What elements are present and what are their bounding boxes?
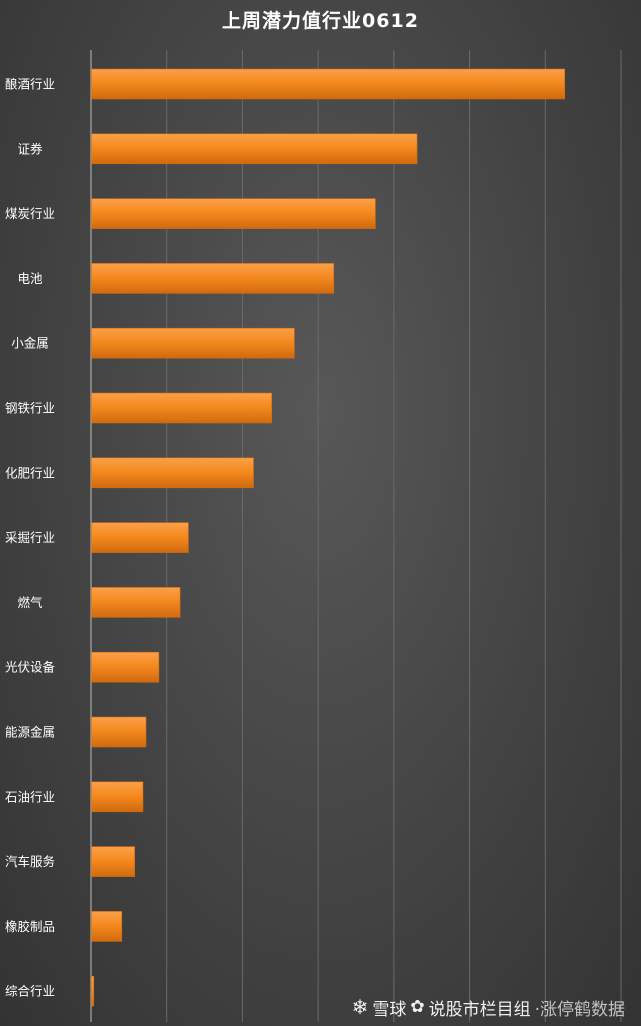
category-label: 酿酒行业: [5, 77, 55, 92]
category-label: 橡胶制品: [5, 919, 55, 934]
category-label: 证券: [17, 141, 43, 156]
bar-3: [91, 263, 335, 294]
bar-5: [91, 392, 272, 424]
bar-14: [91, 975, 95, 1007]
bar-10: [91, 716, 147, 748]
bar-11: [91, 781, 144, 813]
bar-6: [91, 457, 254, 489]
category-label: 小金属: [11, 336, 49, 351]
category-label: 化肥行业: [5, 465, 55, 480]
bar-1: [91, 133, 418, 165]
bar-12: [91, 846, 135, 877]
category-labels: 酿酒行业证券煤炭行业电池小金属钢铁行业化肥行业采掘行业燃气光伏设备能源金属石油行…: [5, 77, 56, 999]
category-label: 综合行业: [5, 984, 55, 999]
category-label: 能源金属: [5, 725, 55, 740]
bar-7: [91, 522, 189, 553]
snowball-logo-icon: ❄: [351, 995, 369, 1019]
bar-9: [91, 651, 160, 683]
category-label: 钢铁行业: [5, 401, 55, 416]
watermark-text: 说股市栏目组: [428, 999, 531, 1020]
category-label: 石油行业: [5, 789, 55, 804]
bar-8: [91, 587, 181, 618]
category-label: 汽车服务: [5, 854, 55, 869]
bars: [91, 68, 566, 1007]
watermark: ❄ 雪球 ✿ 说股市栏目组 ·涨停鹤数据: [352, 994, 625, 1020]
watermark-sub: ·涨停鹤数据: [534, 999, 625, 1020]
bar-0: [91, 68, 566, 100]
bar-13: [91, 911, 123, 942]
category-label: 采掘行业: [5, 530, 55, 545]
watermark-brand: 雪球: [372, 999, 407, 1020]
category-label: 光伏设备: [5, 660, 56, 675]
wechat-icon: ✿: [410, 997, 425, 1017]
category-label: 燃气: [17, 595, 43, 610]
category-label: 煤炭行业: [5, 206, 55, 221]
bar-4: [91, 327, 295, 359]
category-label: 电池: [17, 271, 43, 286]
chart-title: 上周潜力值行业0612: [222, 10, 419, 32]
bar-2: [91, 198, 376, 229]
